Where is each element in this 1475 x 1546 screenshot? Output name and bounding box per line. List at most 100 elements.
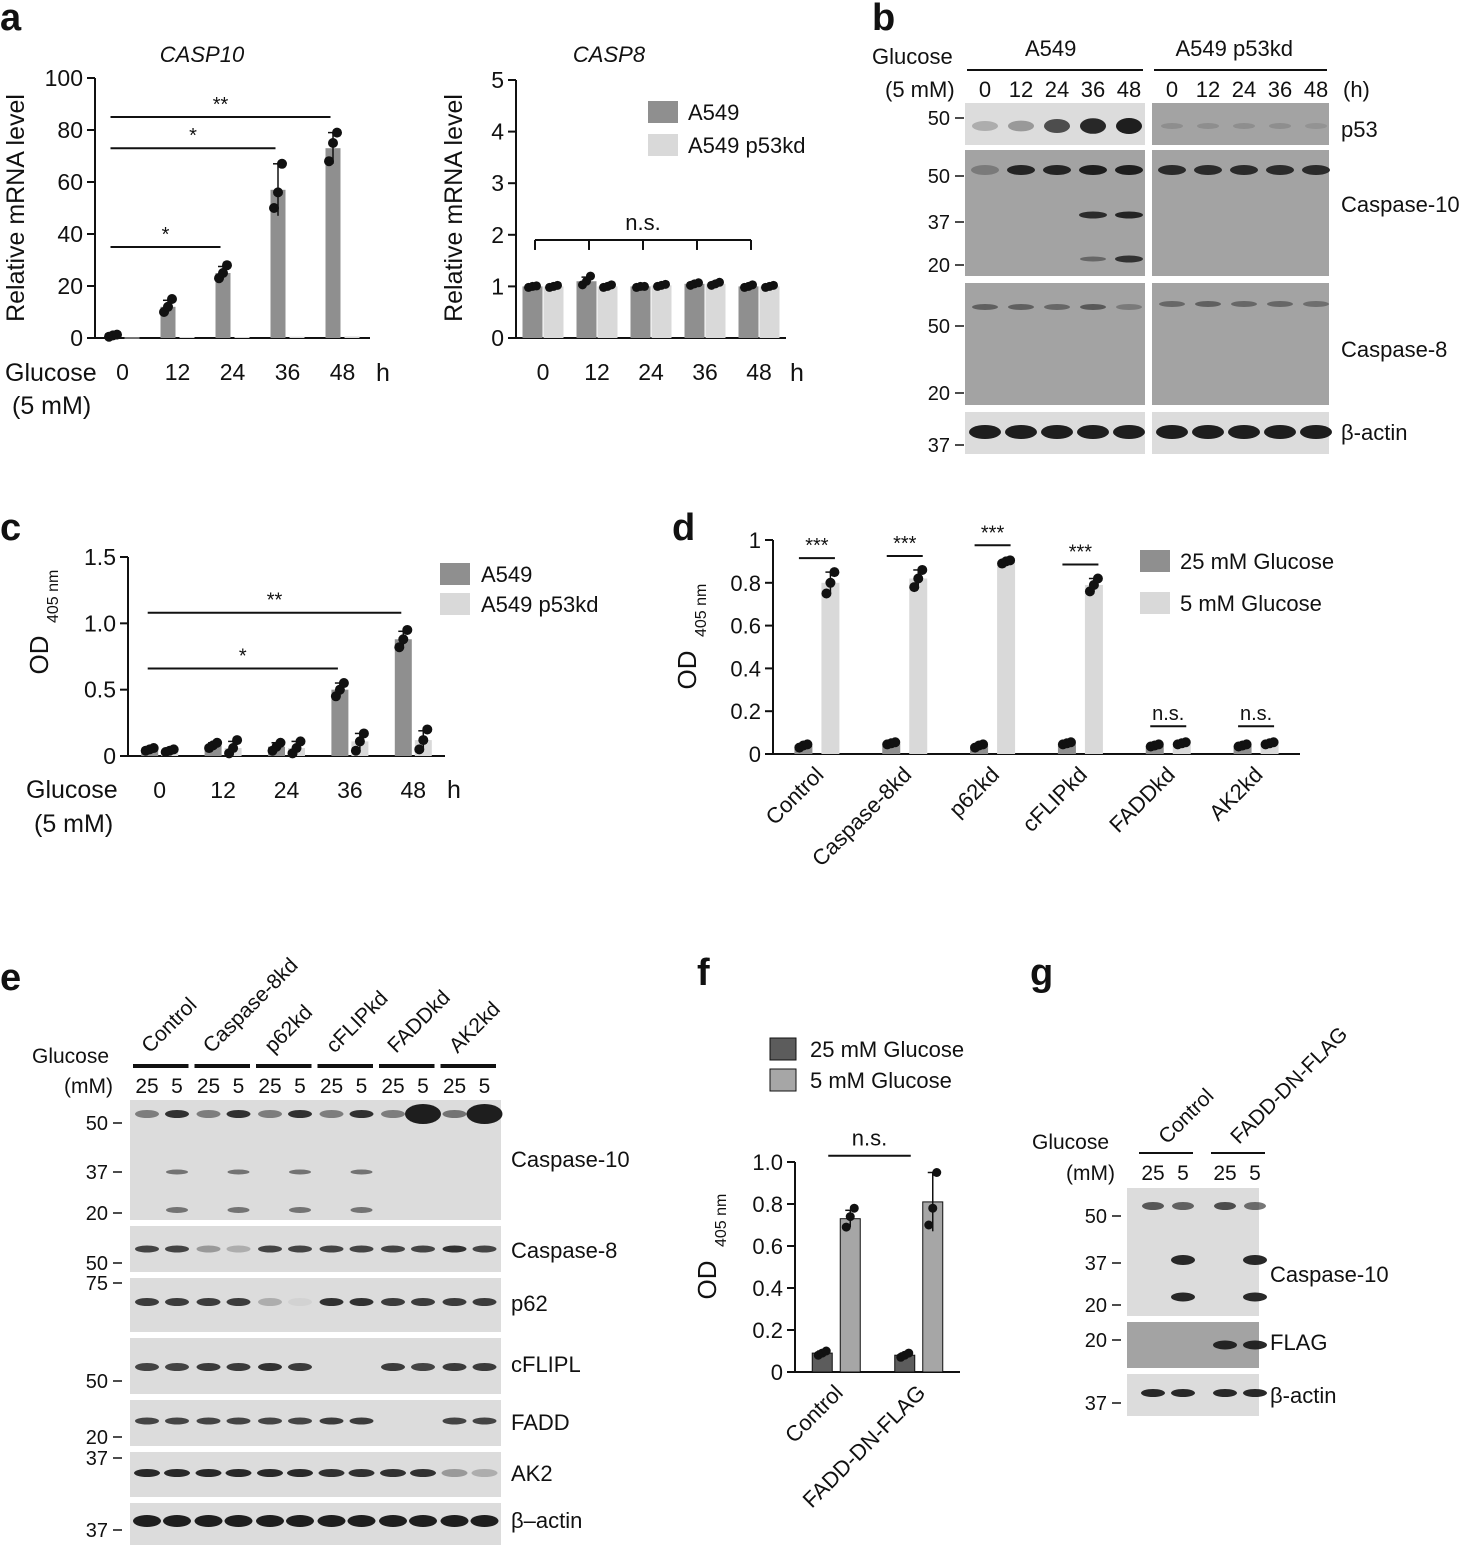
blot-band bbox=[411, 1363, 435, 1371]
blot-band bbox=[347, 1515, 376, 1527]
blot-band bbox=[1267, 301, 1293, 307]
data-point bbox=[394, 642, 405, 653]
y-axis-title-sub: 405 nm bbox=[713, 1194, 730, 1247]
blot-band bbox=[1228, 425, 1260, 439]
blot-band bbox=[972, 304, 998, 310]
group-label: Control bbox=[1154, 1084, 1218, 1148]
blot-band bbox=[258, 1245, 282, 1253]
y-axis-title: Relative mRNA level bbox=[2, 94, 30, 322]
blot-label: A549 bbox=[1025, 36, 1076, 61]
mw-marker-label: 20 bbox=[86, 1203, 108, 1225]
blot-band bbox=[972, 121, 998, 131]
lane-label: 48 bbox=[1117, 77, 1141, 102]
blot-band bbox=[1171, 1389, 1195, 1397]
blot-label: Glucose bbox=[1032, 1131, 1109, 1154]
bracket-label: n.s. bbox=[852, 1126, 887, 1151]
lane-label: 48 bbox=[1304, 77, 1328, 102]
y-tick-label: 1 bbox=[491, 273, 504, 299]
blot-band bbox=[971, 165, 999, 175]
lane-label: 25 bbox=[381, 1075, 404, 1098]
bar-c-s0-4 bbox=[394, 639, 412, 756]
x-category-label: cFLIPkd bbox=[1017, 762, 1092, 837]
panel-label-e: e bbox=[0, 957, 21, 999]
bar-a1-s0-3 bbox=[270, 189, 286, 338]
blot-band bbox=[319, 1298, 344, 1306]
blot-band bbox=[135, 1363, 159, 1371]
legend-swatch-25mm-f bbox=[769, 1037, 797, 1061]
y-tick-label: 1.0 bbox=[752, 1150, 783, 1175]
blot-band bbox=[379, 1515, 407, 1527]
blot-band bbox=[1171, 1255, 1195, 1265]
data-point bbox=[418, 735, 429, 746]
blot-strip-actin bbox=[130, 1503, 501, 1545]
y-axis-title: OD bbox=[672, 651, 702, 690]
data-point bbox=[845, 1212, 855, 1222]
blot-band bbox=[349, 1110, 374, 1118]
data-point bbox=[917, 564, 928, 575]
blot-band bbox=[1269, 123, 1291, 129]
panel-label-g: g bbox=[1030, 952, 1053, 994]
panel-label-c: c bbox=[0, 507, 21, 549]
y-tick-label: 0 bbox=[491, 325, 504, 351]
group-label: FADD-DN-FLAG bbox=[1226, 1023, 1352, 1149]
y-tick-label: 1 bbox=[749, 528, 761, 553]
legend-swatch-5mm-f bbox=[769, 1068, 797, 1092]
blot-band bbox=[1244, 1202, 1266, 1210]
blot-band bbox=[348, 1469, 375, 1477]
bar-c-s0-3 bbox=[331, 689, 349, 756]
data-point bbox=[748, 280, 757, 290]
x-category-label: 48 bbox=[746, 359, 772, 385]
legend-swatch-a549-c bbox=[440, 563, 470, 585]
data-point bbox=[1241, 739, 1252, 750]
blot-band bbox=[1043, 165, 1071, 175]
data-point bbox=[913, 573, 924, 584]
blot-band bbox=[166, 1207, 188, 1213]
blot-band bbox=[1079, 211, 1107, 219]
data-point bbox=[222, 260, 232, 271]
blot-band bbox=[470, 1515, 499, 1527]
y-axis-title: Relative mRNA level bbox=[440, 94, 468, 322]
x-category-label: Control bbox=[761, 762, 829, 830]
blot-band bbox=[1116, 118, 1142, 134]
y-tick-label: 3 bbox=[491, 170, 504, 196]
data-point bbox=[269, 203, 279, 213]
blot-band bbox=[258, 1110, 282, 1118]
y-tick-label: 0 bbox=[771, 1360, 783, 1385]
x-category-label: 36 bbox=[275, 359, 301, 385]
blot-band bbox=[1007, 165, 1035, 175]
x-axis-subtitle: (5 mM) bbox=[34, 810, 113, 838]
data-point bbox=[586, 271, 595, 281]
data-point bbox=[640, 281, 649, 291]
blot-band bbox=[318, 1469, 345, 1477]
lane-label: 12 bbox=[1009, 77, 1033, 102]
bar-f-s1-0 bbox=[839, 1218, 861, 1373]
blot-label: (mM) bbox=[64, 1075, 113, 1098]
blot-band bbox=[410, 1469, 436, 1477]
mw-marker-label: 37 bbox=[1085, 1253, 1107, 1275]
data-point bbox=[661, 279, 670, 289]
data-point bbox=[1268, 737, 1279, 748]
x-axis-title: Glucose bbox=[5, 359, 97, 387]
blot-label: (mM) bbox=[1066, 1162, 1115, 1185]
blot-band bbox=[288, 1363, 312, 1371]
y-tick-label: 0.2 bbox=[752, 1318, 783, 1343]
blot-band bbox=[380, 1469, 406, 1477]
blot-strip-flag bbox=[1127, 1322, 1259, 1368]
y-tick-label: 20 bbox=[57, 273, 83, 299]
blot-label: p62 bbox=[511, 1291, 548, 1316]
blot-band bbox=[1080, 256, 1106, 262]
x-category-label: FADDkd bbox=[1104, 762, 1180, 838]
bar-a1-s0-4 bbox=[325, 148, 341, 338]
bar-a1-s1-0 bbox=[124, 337, 140, 339]
blot-band bbox=[196, 1110, 221, 1118]
mw-marker-label: 50 bbox=[928, 108, 950, 130]
blot-band bbox=[1080, 304, 1106, 310]
blot-band bbox=[1080, 118, 1106, 134]
lane-label: 36 bbox=[1268, 77, 1292, 102]
bar-d-s1-2 bbox=[997, 561, 1016, 754]
blot-band bbox=[135, 1298, 159, 1306]
blot-label: A549 p53kd bbox=[1176, 36, 1293, 61]
